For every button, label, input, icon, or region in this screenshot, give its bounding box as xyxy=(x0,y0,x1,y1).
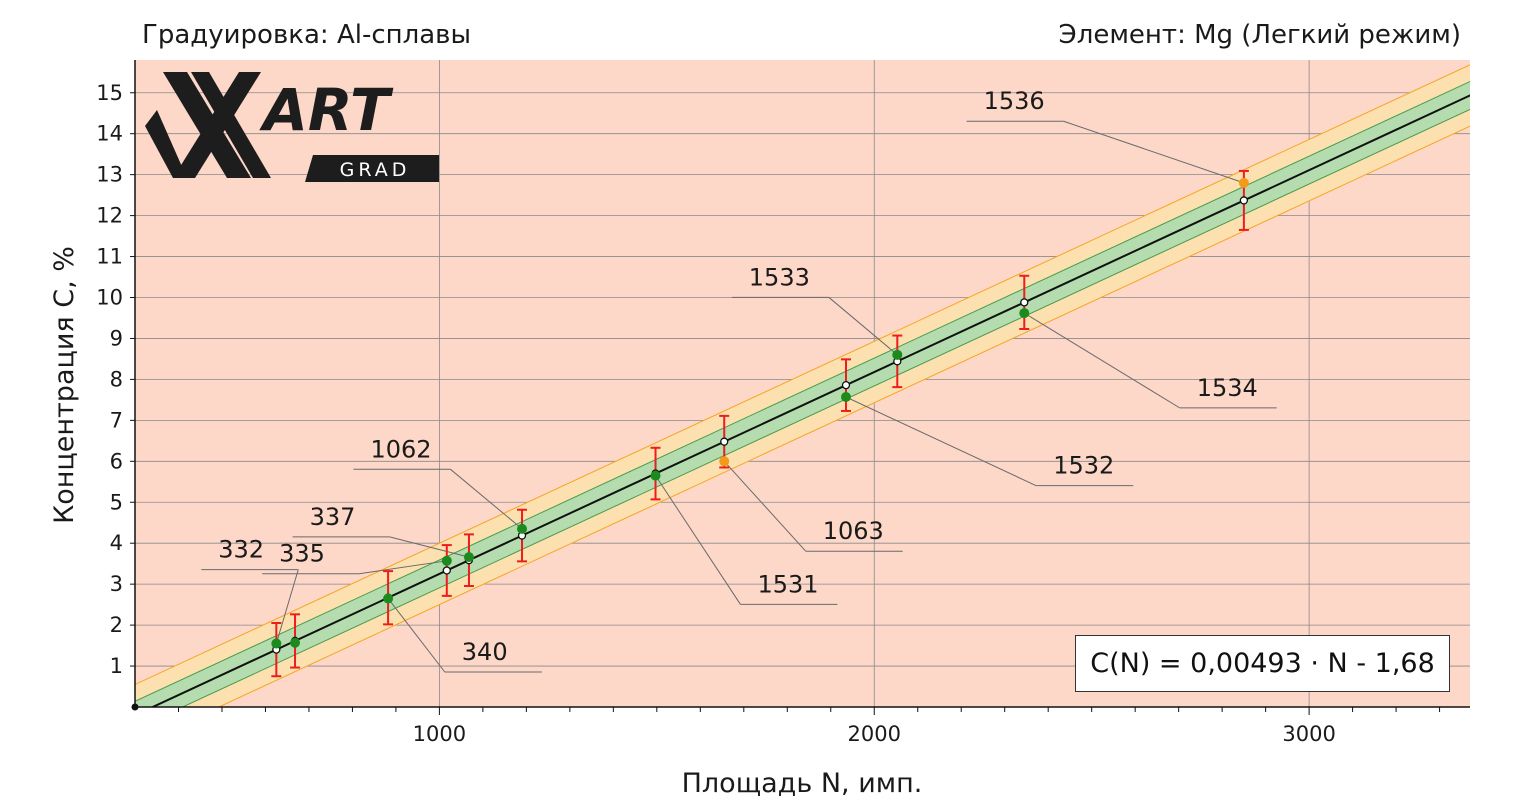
point-label: 1532 xyxy=(1053,452,1114,480)
data-point xyxy=(650,470,661,481)
leader-line xyxy=(275,569,299,644)
point-label: 335 xyxy=(279,540,325,568)
data-point xyxy=(290,637,301,648)
y-tick-label: 14 xyxy=(96,122,123,146)
y-tick-label: 13 xyxy=(96,163,123,187)
y-tick-label: 6 xyxy=(110,449,123,473)
x-axis-label: Площадь N, имп. xyxy=(682,768,923,799)
y-tick-label: 11 xyxy=(96,245,123,269)
leader-line xyxy=(1024,312,1180,409)
x-tick-label: 1000 xyxy=(413,722,466,746)
regression-line xyxy=(150,94,1470,707)
y-tick-label: 15 xyxy=(96,81,123,105)
data-point xyxy=(517,523,528,534)
element-title: Элемент: Mg (Легкий режим) xyxy=(1058,20,1461,50)
data-points xyxy=(271,177,1249,654)
y-tick-label: 8 xyxy=(110,367,123,391)
x-tick-label: 2000 xyxy=(848,722,901,746)
data-point xyxy=(1019,308,1030,319)
y-tick-label: 9 xyxy=(110,326,123,350)
data-point xyxy=(383,593,394,604)
data-point xyxy=(463,552,474,563)
point-label: 340 xyxy=(462,638,508,666)
fit-point xyxy=(841,381,851,390)
leader-line xyxy=(655,475,741,605)
point-label: 1062 xyxy=(370,435,431,463)
point-label: 337 xyxy=(310,503,356,531)
point-label: 1533 xyxy=(749,263,810,291)
calibration-title: Градуировка: Al-сплавы xyxy=(142,20,472,50)
leader-line xyxy=(845,396,1037,487)
data-point xyxy=(840,392,851,403)
point-label: 332 xyxy=(218,536,264,564)
data-point xyxy=(719,456,730,467)
leader-line xyxy=(389,536,470,558)
fit-point xyxy=(1239,196,1249,205)
point-label: 1536 xyxy=(984,87,1045,115)
y-tick-label: 1 xyxy=(110,654,123,678)
point-label: 1531 xyxy=(757,570,818,598)
y-tick-label: 7 xyxy=(110,408,123,432)
leader-line xyxy=(450,468,523,530)
data-point xyxy=(271,638,282,649)
y-tick-label: 2 xyxy=(110,613,123,637)
y-tick-label: 3 xyxy=(110,572,123,596)
logo-subtext: GRAD xyxy=(340,159,411,181)
y-tick-label: 12 xyxy=(96,204,123,228)
data-point xyxy=(892,349,903,360)
y-tick-label: 5 xyxy=(110,490,123,514)
leader-line xyxy=(828,296,898,356)
x-tick-label: 3000 xyxy=(1282,722,1335,746)
y-axis-label: Концентрация С, % xyxy=(49,246,80,524)
data-point xyxy=(441,555,452,566)
leader-line xyxy=(723,460,807,552)
fit-point xyxy=(1020,298,1029,307)
leader-line xyxy=(1063,120,1245,184)
point-label: 1534 xyxy=(1197,374,1258,402)
regression-formula: C(N) = 0,00493 · N - 1,68 xyxy=(1075,635,1450,692)
leader-line xyxy=(387,598,446,673)
fit-line xyxy=(150,94,1470,707)
logo-text: ART xyxy=(259,76,394,144)
axis-origin xyxy=(131,703,139,711)
y-tick-label: 4 xyxy=(110,531,123,555)
fit-point xyxy=(720,437,729,446)
leader-line xyxy=(359,560,447,575)
point-label: 1063 xyxy=(823,517,884,545)
xart-logo: ART GRAD xyxy=(145,72,439,182)
data-point xyxy=(1238,177,1249,188)
fit-point xyxy=(442,566,451,575)
y-tick-label: 10 xyxy=(96,286,123,310)
